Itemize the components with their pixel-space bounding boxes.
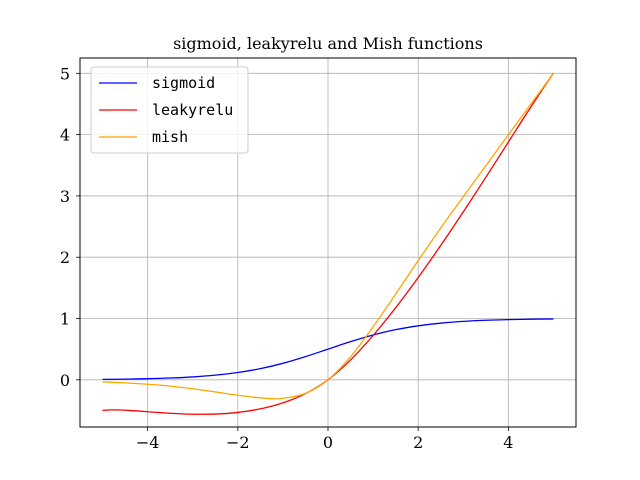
x-tick-label: 0 <box>323 433 333 452</box>
tick-layer: −4 −2 0 2 4 0 1 2 3 4 5 <box>60 64 514 452</box>
x-tick-label: 2 <box>413 433 423 452</box>
series-line-mish <box>102 72 554 400</box>
x-tick-label: −4 <box>136 433 160 452</box>
y-tick-label: 2 <box>60 248 70 267</box>
y-tick-label: 3 <box>60 187 70 206</box>
legend-box <box>90 66 249 154</box>
y-tick-label: 0 <box>60 371 70 390</box>
legend-label: sigmoid <box>152 74 215 92</box>
legend: sigmoid leakyrelu mish <box>90 66 249 154</box>
x-tick-label: 4 <box>503 433 513 452</box>
grid-layer <box>80 58 576 427</box>
y-tick-label: 5 <box>60 64 70 83</box>
x-tick-label: −2 <box>226 433 250 452</box>
series-line-leakyrelu <box>102 72 554 415</box>
series-line-sigmoid <box>102 318 554 381</box>
chart-title: sigmoid, leakyrelu and Mish functions <box>173 34 483 53</box>
legend-label: leakyrelu <box>152 101 233 119</box>
series-layer <box>102 72 554 415</box>
legend-label: mish <box>152 128 188 146</box>
y-tick-label: 4 <box>60 126 70 145</box>
y-tick-label: 1 <box>60 310 70 329</box>
